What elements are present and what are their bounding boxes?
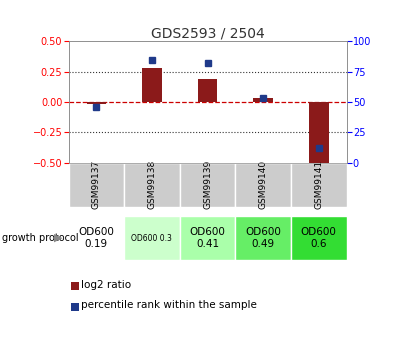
Text: OD600
0.41: OD600 0.41 xyxy=(189,227,226,249)
Text: ▶: ▶ xyxy=(54,233,63,243)
Text: OD600
0.19: OD600 0.19 xyxy=(78,227,114,249)
Title: GDS2593 / 2504: GDS2593 / 2504 xyxy=(151,26,264,40)
Text: log2 ratio: log2 ratio xyxy=(81,280,131,289)
Text: OD600 0.3: OD600 0.3 xyxy=(131,234,172,243)
Bar xyxy=(142,68,162,102)
Bar xyxy=(291,216,347,260)
Bar xyxy=(124,162,180,207)
Text: GSM99138: GSM99138 xyxy=(147,160,156,209)
Bar xyxy=(180,216,235,260)
Text: GSM99137: GSM99137 xyxy=(92,160,101,209)
Text: GSM99141: GSM99141 xyxy=(314,160,323,209)
Bar xyxy=(309,102,328,165)
Text: OD600
0.49: OD600 0.49 xyxy=(245,227,281,249)
Text: growth protocol: growth protocol xyxy=(2,233,79,243)
Bar xyxy=(87,102,106,105)
Bar xyxy=(198,79,217,102)
Bar xyxy=(235,216,291,260)
Text: percentile rank within the sample: percentile rank within the sample xyxy=(81,300,256,310)
Text: OD600
0.6: OD600 0.6 xyxy=(301,227,337,249)
Bar xyxy=(180,162,235,207)
Text: GSM99139: GSM99139 xyxy=(203,160,212,209)
Bar xyxy=(69,216,124,260)
Bar xyxy=(124,216,180,260)
Text: GSM99140: GSM99140 xyxy=(259,160,268,209)
Bar xyxy=(69,162,124,207)
Bar xyxy=(235,162,291,207)
Bar xyxy=(253,98,273,102)
Bar xyxy=(291,162,347,207)
